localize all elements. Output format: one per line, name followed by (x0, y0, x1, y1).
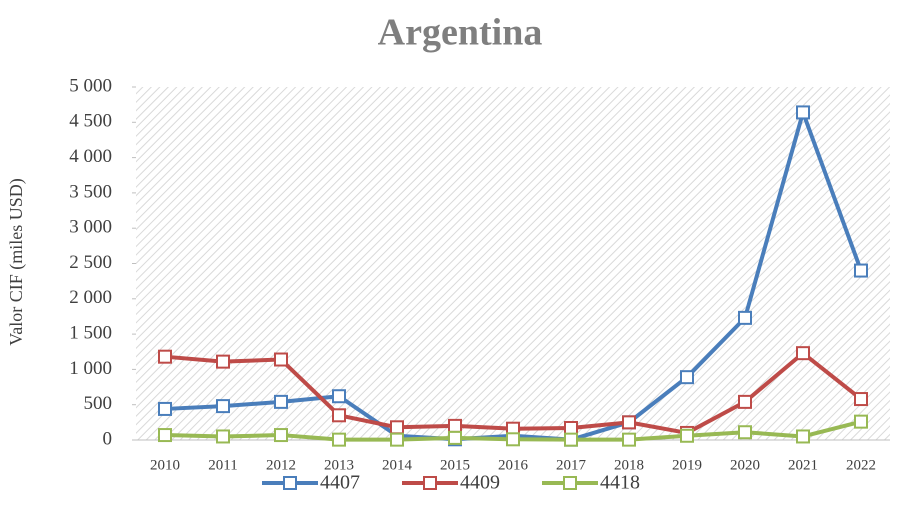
data-point (216, 429, 230, 444)
data-point (738, 310, 752, 325)
y-tick-label: 1 500 (69, 322, 112, 343)
y-tick-label: 0 (103, 428, 113, 449)
data-point (796, 429, 810, 444)
x-tick-label: 2017 (556, 457, 587, 473)
chart-title: Argentina (378, 12, 543, 54)
legend-label: 4407 (320, 472, 360, 494)
data-point (680, 370, 694, 385)
x-tick-label: 2010 (150, 457, 180, 473)
y-tick-label: 500 (84, 393, 113, 414)
data-point (274, 352, 288, 367)
x-tick-label: 2015 (440, 457, 470, 473)
x-tick-label: 2013 (324, 457, 354, 473)
y-tick-label: 3 000 (69, 217, 112, 238)
x-tick-label: 2020 (730, 457, 760, 473)
data-point (216, 354, 230, 369)
x-tick-label: 2021 (788, 457, 818, 473)
x-tick-label: 2022 (846, 457, 876, 473)
data-point (158, 401, 172, 416)
data-point (448, 430, 462, 445)
data-point (332, 432, 346, 447)
legend-label: 4418 (600, 472, 640, 494)
data-point (796, 105, 810, 120)
data-point (680, 428, 694, 443)
data-point (854, 263, 868, 278)
data-point (216, 399, 230, 414)
data-point (854, 414, 868, 429)
data-point (332, 389, 346, 404)
y-tick-label: 2 000 (69, 287, 112, 308)
y-tick-label: 2 500 (69, 252, 112, 273)
y-tick-label: 4 500 (69, 111, 112, 132)
data-point (448, 418, 462, 433)
y-axis-label: Valor CIF (miles USD) (6, 178, 27, 346)
y-tick-label: 4 000 (69, 146, 112, 167)
y-tick-label: 3 500 (69, 181, 112, 202)
y-tick-label: 1 000 (69, 358, 112, 379)
x-tick-label: 2016 (498, 457, 529, 473)
data-point (158, 349, 172, 364)
data-point (564, 420, 578, 435)
x-tick-label: 2014 (382, 457, 413, 473)
legend-marker (423, 476, 437, 490)
data-point (796, 346, 810, 361)
data-point (274, 394, 288, 409)
x-tick-label: 2012 (266, 457, 296, 473)
x-tick-label: 2018 (614, 457, 644, 473)
data-point (274, 428, 288, 443)
data-point (506, 432, 520, 447)
data-point (738, 394, 752, 409)
data-point (332, 408, 346, 423)
x-tick-label: 2011 (208, 457, 237, 473)
data-point (390, 420, 404, 435)
legend-label: 4409 (460, 472, 500, 494)
data-point (564, 432, 578, 447)
plot-area (136, 87, 890, 440)
data-point (738, 425, 752, 440)
legend-marker (563, 476, 577, 490)
legend-marker (283, 476, 297, 490)
data-point (390, 432, 404, 447)
data-point (158, 428, 172, 443)
x-tick-label: 2019 (672, 457, 702, 473)
data-point (622, 415, 636, 430)
data-point (622, 432, 636, 447)
y-tick-label: 5 000 (69, 75, 112, 96)
data-point (854, 392, 868, 407)
